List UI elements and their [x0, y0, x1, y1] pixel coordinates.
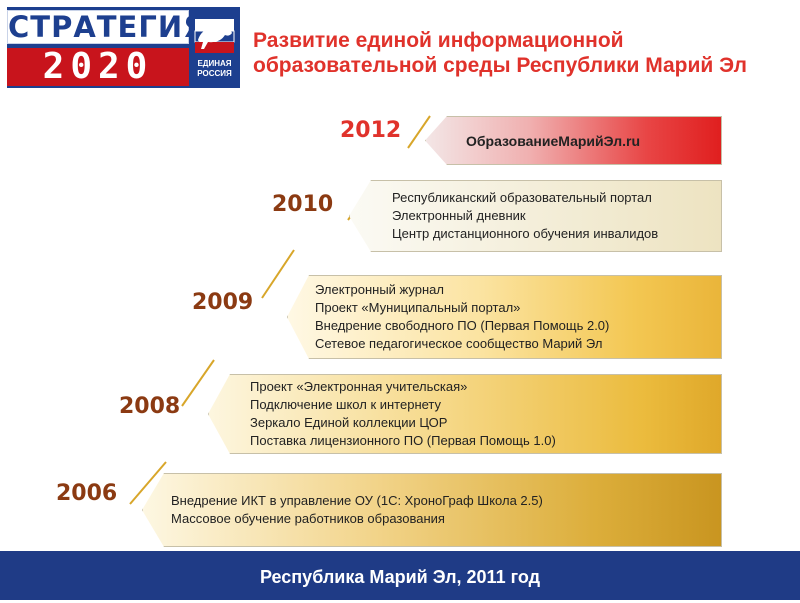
year-label-2010: 2010 — [272, 192, 334, 217]
band-2009-line-1: Электронный журнал — [315, 282, 444, 297]
page-title-line-1: Развитие единой информационной — [253, 29, 624, 52]
united-russia-emblem: ЕДИНАЯ РОССИЯ — [191, 10, 238, 86]
band-2006-content: Внедрение ИКТ в управление ОУ (1С: Хроно… — [171, 474, 543, 546]
band-2008-content: Проект «Электронная учительская» Подключ… — [250, 375, 556, 453]
logo-word: СТРАТЕГИЯ — [7, 10, 207, 44]
footer-bar: Республика Марий Эл, 2011 год — [0, 551, 800, 600]
timeline-marker-2009 — [261, 249, 295, 299]
band-2008-line-3: Зеркало Единой коллекции ЦОР — [250, 415, 448, 430]
band-2010-line-1: Республиканский образовательный портал — [392, 190, 652, 205]
logo-year: 2020 — [7, 48, 189, 86]
year-label-2012: 2012 — [340, 118, 402, 143]
timeline-marker-2006 — [129, 461, 167, 505]
band-2009-line-4: Сетевое педагогическое сообщество Марий … — [315, 336, 603, 351]
year-label-2008: 2008 — [119, 394, 181, 419]
band-2006-line-2: Массовое обучение работников образования — [171, 511, 445, 526]
page-title-line-2: образовательной среды Республики Марий Э… — [253, 54, 747, 77]
timeline-band-2012: ОбразованиеМарийЭл.ru — [425, 116, 722, 165]
page-title: Развитие единой информационной образоват… — [253, 28, 793, 78]
band-2010-line-3: Центр дистанционного обучения инвалидов — [392, 226, 659, 241]
band-2009-line-2: Проект «Муниципальный портал» — [315, 300, 521, 315]
timeline-marker-2008 — [181, 359, 215, 407]
band-2008-line-2: Подключение школ к интернету — [250, 397, 442, 412]
timeline-band-2010: Республиканский образовательный портал Э… — [349, 180, 722, 252]
footer-text: Республика Марий Эл, 2011 год — [259, 567, 541, 587]
portal-name: ОбразованиеМарийЭл.ru — [466, 132, 641, 149]
timeline-band-2006: Внедрение ИКТ в управление ОУ (1С: Хроно… — [142, 473, 722, 547]
band-2009-line-3: Внедрение свободного ПО (Первая Помощь 2… — [315, 318, 610, 333]
emblem-line-1: ЕДИНАЯ — [197, 59, 232, 68]
band-2008-line-1: Проект «Электронная учительская» — [250, 379, 468, 394]
band-2008-line-4: Поставка лицензионного ПО (Первая Помощь… — [250, 433, 556, 448]
year-label-2006: 2006 — [56, 481, 118, 506]
strategy-2020-logo: СТРАТЕГИЯ 2020 ЕДИНАЯ РОССИЯ — [7, 7, 240, 88]
band-2009-content: Электронный журнал Проект «Муниципальный… — [315, 276, 609, 358]
bear-icon — [194, 19, 235, 53]
timeline-band-2009: Электронный журнал Проект «Муниципальный… — [287, 275, 722, 359]
band-2010-content: Республиканский образовательный портал Э… — [392, 181, 658, 251]
band-2010-line-2: Электронный дневник — [392, 208, 526, 223]
emblem-line-2: РОССИЯ — [197, 69, 232, 78]
year-label-2009: 2009 — [192, 290, 254, 315]
band-2012-content: ОбразованиеМарийЭл.ru — [466, 117, 640, 164]
timeline-marker-2012 — [407, 115, 431, 149]
band-2006-line-1: Внедрение ИКТ в управление ОУ (1С: Хроно… — [171, 493, 543, 508]
timeline-band-2008: Проект «Электронная учительская» Подключ… — [208, 374, 722, 454]
